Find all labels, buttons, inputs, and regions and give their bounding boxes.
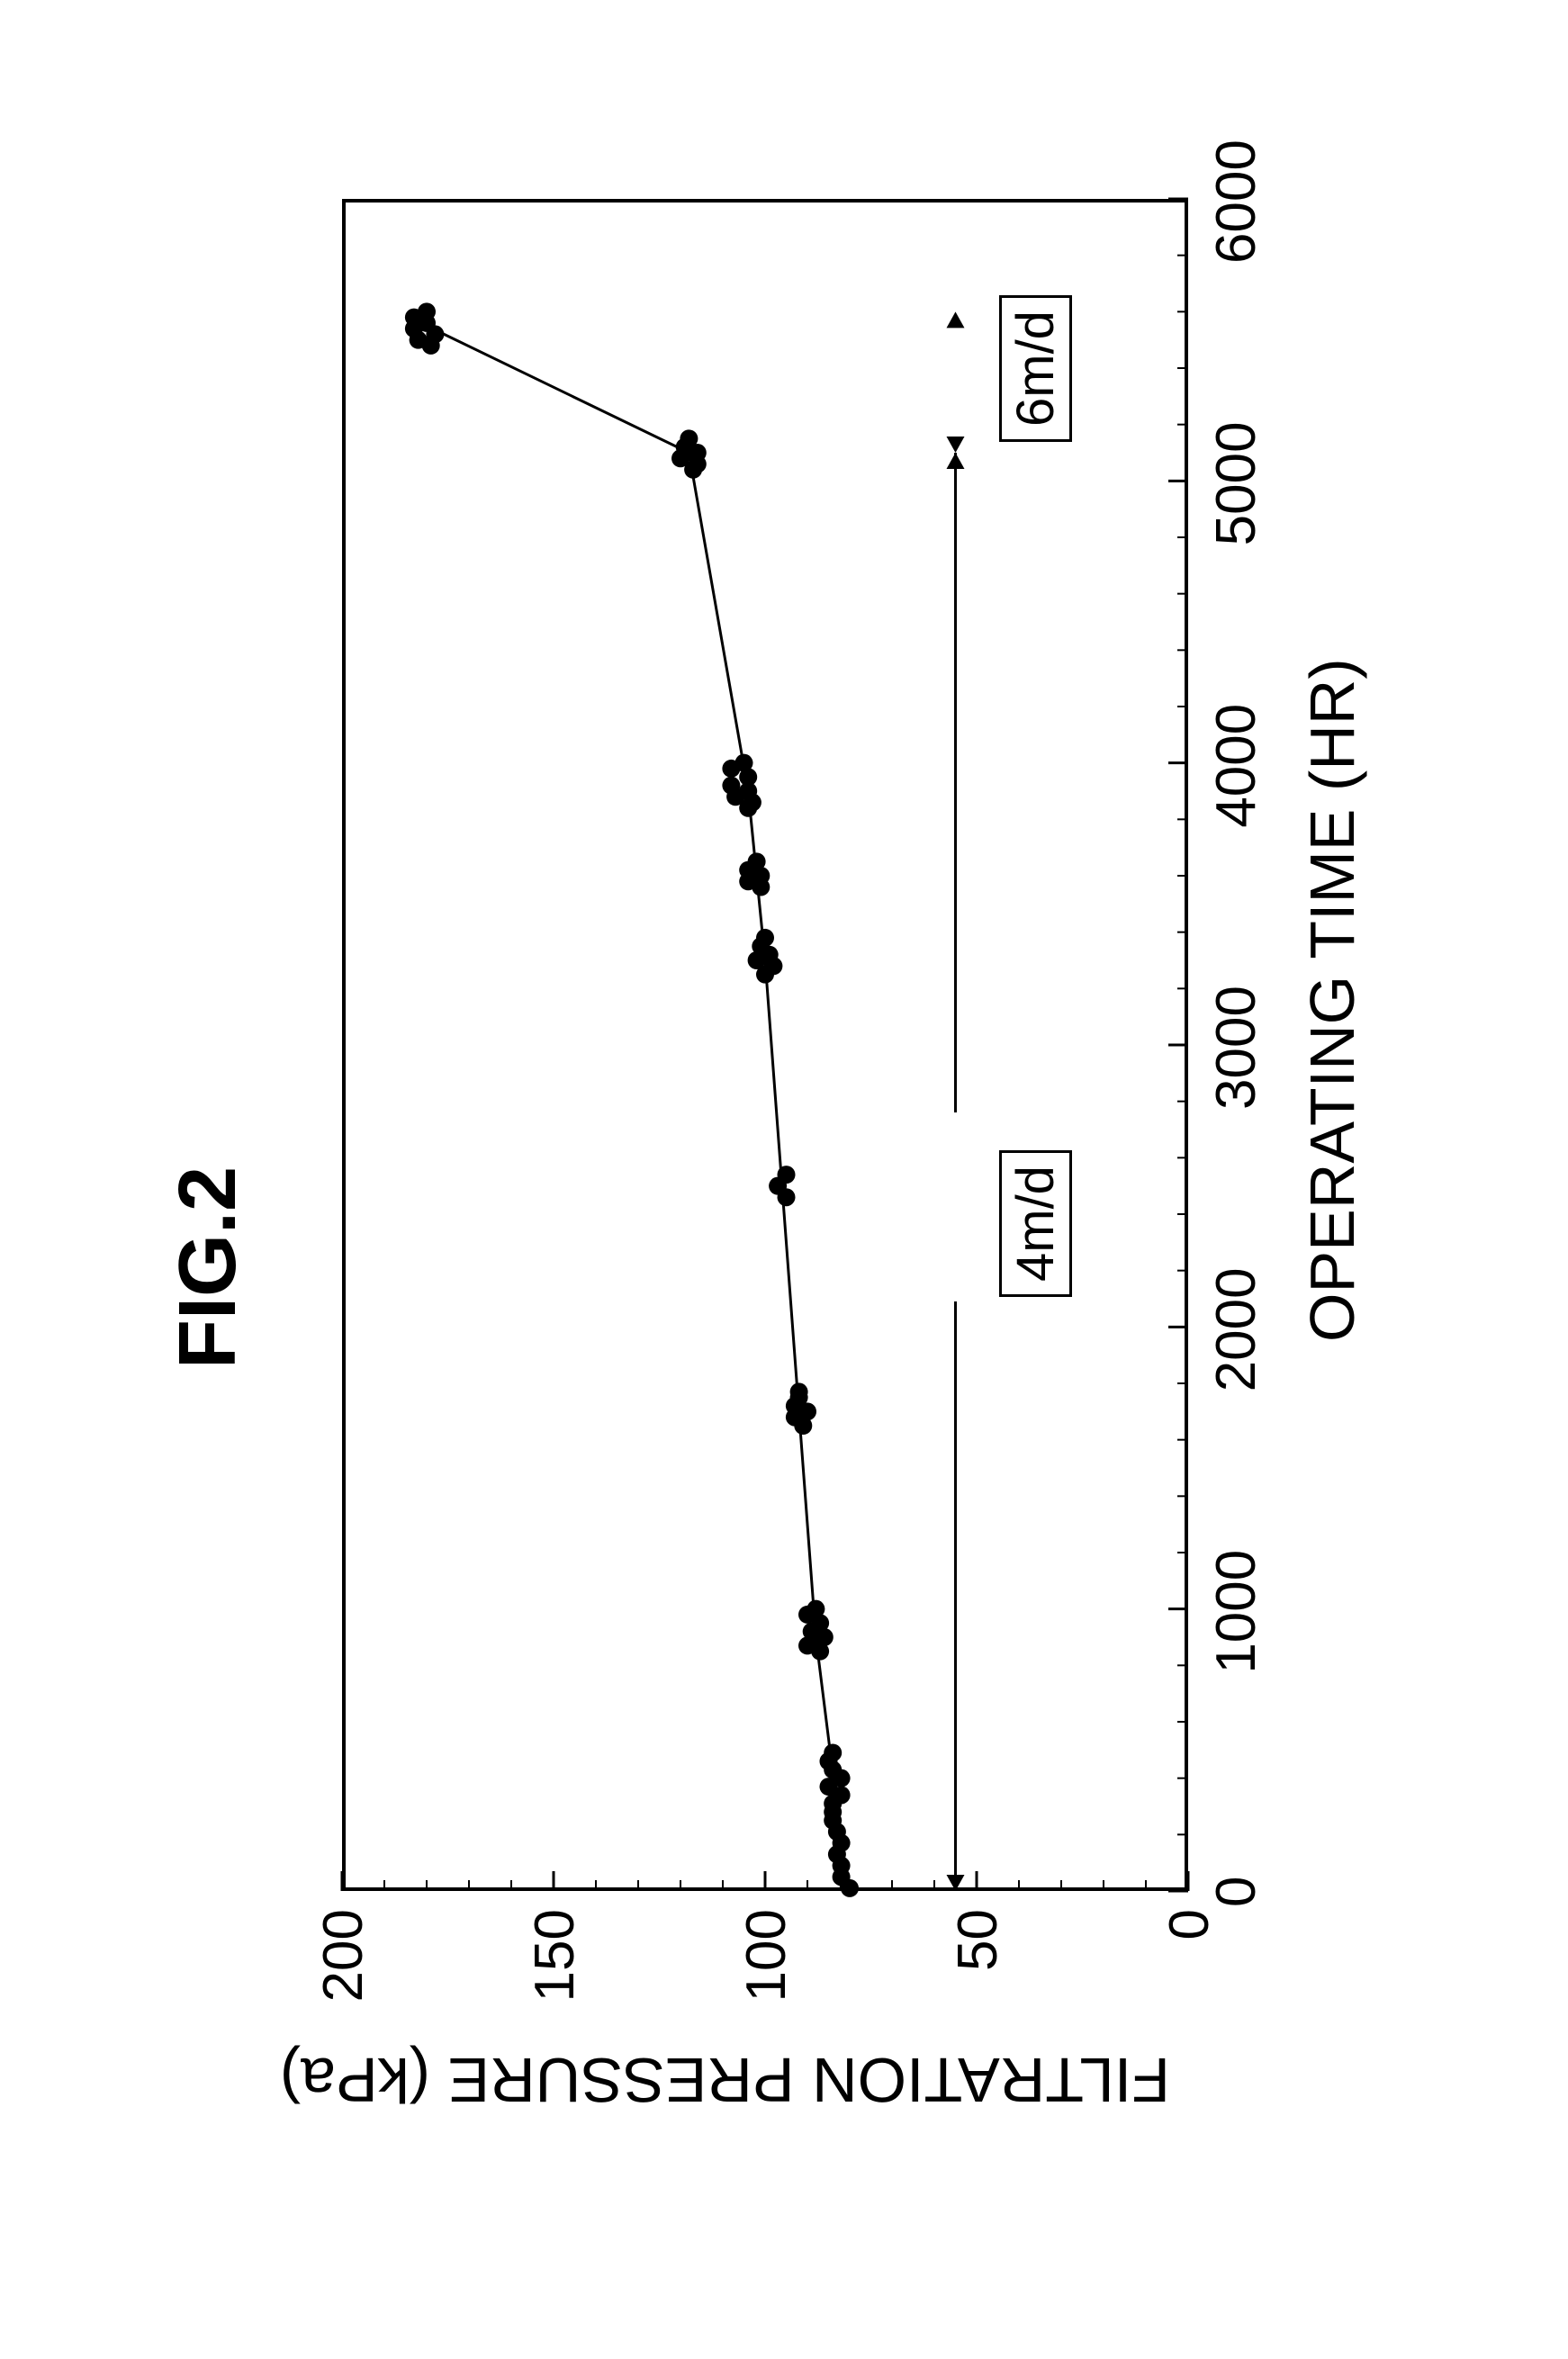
x-tick-label: 6000 <box>1204 140 1268 264</box>
x-tick-label: 1000 <box>1204 1550 1268 1674</box>
y-tick-label: 100 <box>734 1909 798 2044</box>
x-axis-label: OPERATING TIME (HR) <box>1296 658 1368 1342</box>
page: FIG.2 FILTRATION PRESSURE (kPa) OPERATIN… <box>0 0 1568 2359</box>
data-point <box>722 777 740 795</box>
data-point <box>418 302 436 320</box>
x-tick-label: 5000 <box>1204 421 1268 545</box>
x-tick-label: 4000 <box>1204 704 1268 828</box>
data-point <box>790 1382 808 1400</box>
y-tick-label: 200 <box>311 1909 375 2044</box>
data-point <box>680 429 698 447</box>
annotation-rate-6: 6m/d <box>999 295 1072 442</box>
y-axis-label: FILTRATION PRESSURE (kPa) <box>280 2044 1170 2116</box>
trend-line <box>427 326 842 1891</box>
data-point <box>748 852 766 870</box>
data-point <box>807 1600 825 1618</box>
data-point <box>778 1166 796 1184</box>
data-point <box>735 754 753 772</box>
y-tick-label: 0 <box>1158 1909 1221 2044</box>
x-tick-label: 3000 <box>1204 986 1268 1110</box>
y-tick-label: 50 <box>946 1909 1010 2044</box>
x-tick-label: 2000 <box>1204 1267 1268 1391</box>
annotation-rate-4: 4m/d <box>999 1150 1072 1297</box>
figure-rotated-wrapper: FIG.2 FILTRATION PRESSURE (kPa) OPERATIN… <box>0 0 1568 2359</box>
data-point <box>824 1743 842 1761</box>
y-tick-label: 150 <box>523 1909 587 2044</box>
x-tick-label: 0 <box>1204 1877 1268 1907</box>
data-point <box>756 929 774 947</box>
